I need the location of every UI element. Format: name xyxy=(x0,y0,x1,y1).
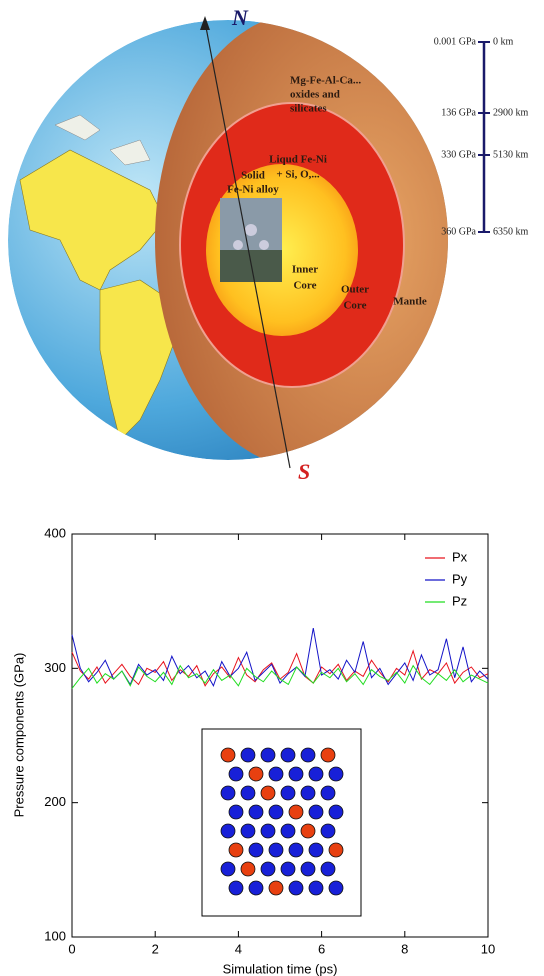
atom xyxy=(321,748,335,762)
inner-core-label: Core xyxy=(293,280,316,292)
atom xyxy=(281,862,295,876)
atom xyxy=(309,805,323,819)
series-line xyxy=(72,666,488,689)
atom xyxy=(329,767,343,781)
atom xyxy=(229,881,243,895)
inner-core-label: Inner xyxy=(292,264,318,276)
atom xyxy=(329,805,343,819)
photo-sphere xyxy=(233,240,243,250)
atom xyxy=(301,748,315,762)
atom xyxy=(301,824,315,838)
scale-depth: 6350 km xyxy=(493,226,529,237)
atom xyxy=(229,805,243,819)
atom xyxy=(289,843,303,857)
scale-depth: 0 km xyxy=(493,36,514,47)
atom xyxy=(229,767,243,781)
atom xyxy=(321,786,335,800)
atom xyxy=(309,767,323,781)
atom xyxy=(301,786,315,800)
atom xyxy=(329,881,343,895)
atom xyxy=(301,862,315,876)
page: {"diagram":{"north":"N","south":"S", "ma… xyxy=(0,0,544,976)
scale-depth: 5130 km xyxy=(493,149,529,160)
x-tick-label: 4 xyxy=(235,941,242,956)
scale-depth: 2900 km xyxy=(493,107,529,118)
atom xyxy=(241,824,255,838)
atom xyxy=(261,824,275,838)
atom xyxy=(221,824,235,838)
legend-label: Py xyxy=(452,571,468,586)
atom xyxy=(321,862,335,876)
y-tick-label: 200 xyxy=(44,794,66,809)
atom xyxy=(309,881,323,895)
mantle-label: Mantle xyxy=(393,296,427,308)
atom xyxy=(249,843,263,857)
atom xyxy=(249,881,263,895)
x-tick-label: 2 xyxy=(152,941,159,956)
legend-label: Pz xyxy=(452,593,467,608)
x-tick-label: 8 xyxy=(401,941,408,956)
mantle-text: Mg-Fe-Al-Ca... xyxy=(290,75,361,87)
atom xyxy=(261,786,275,800)
inner-text: Solid xyxy=(241,170,265,182)
atom xyxy=(249,805,263,819)
atom xyxy=(261,862,275,876)
atom xyxy=(329,843,343,857)
y-tick-label: 100 xyxy=(44,928,66,943)
x-axis-title: Simulation time (ps) xyxy=(223,961,338,976)
y-tick-label: 300 xyxy=(44,660,66,675)
scale-pressure: 136 GPa xyxy=(441,107,476,118)
x-tick-label: 0 xyxy=(68,941,75,956)
south-label: S xyxy=(298,459,310,484)
atom xyxy=(309,843,323,857)
atom xyxy=(241,748,255,762)
atom xyxy=(269,805,283,819)
outer-text: + Si, O,... xyxy=(276,169,319,181)
photo-sphere xyxy=(259,240,269,250)
atom xyxy=(221,748,235,762)
earth-diagram: N S Mg-Fe-Al-Ca... oxides and silicates … xyxy=(0,0,544,490)
photo-sphere xyxy=(245,224,257,236)
atom xyxy=(229,843,243,857)
atom xyxy=(269,767,283,781)
x-tick-label: 10 xyxy=(481,941,495,956)
atom xyxy=(269,843,283,857)
scale-pressure: 0.001 GPa xyxy=(434,36,477,47)
atom xyxy=(289,805,303,819)
legend-label: Px xyxy=(452,549,468,564)
y-tick-label: 400 xyxy=(44,525,66,540)
atom xyxy=(289,767,303,781)
atom xyxy=(261,748,275,762)
chart: Simulation time (ps) Pressure components… xyxy=(0,490,544,976)
atom xyxy=(281,824,295,838)
inner-text: Fe-Ni alloy xyxy=(227,184,279,196)
atom xyxy=(281,748,295,762)
atom xyxy=(249,767,263,781)
atom xyxy=(241,786,255,800)
outer-text: Liqud Fe-Ni xyxy=(269,154,327,166)
atom xyxy=(289,881,303,895)
outer-core-label: Outer xyxy=(341,284,369,296)
scale-pressure: 360 GPa xyxy=(441,226,476,237)
x-tick-label: 6 xyxy=(318,941,325,956)
outer-core-label: Core xyxy=(343,300,366,312)
atom xyxy=(269,881,283,895)
atom xyxy=(321,824,335,838)
mantle-text: silicates xyxy=(290,103,327,115)
scale-pressure: 330 GPa xyxy=(441,149,476,160)
mantle-text: oxides and xyxy=(290,89,340,101)
y-axis-title: Pressure components (GPa) xyxy=(11,653,26,818)
atom xyxy=(241,862,255,876)
atom xyxy=(281,786,295,800)
atom xyxy=(221,862,235,876)
atom xyxy=(221,786,235,800)
north-label: N xyxy=(231,5,249,30)
